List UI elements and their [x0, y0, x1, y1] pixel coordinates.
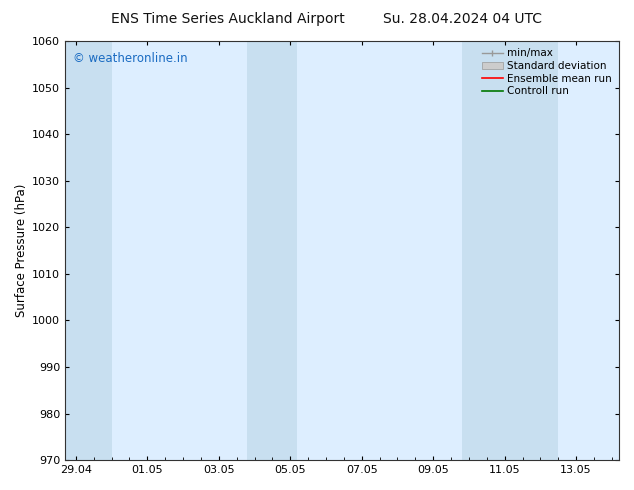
Bar: [462, 41, 559, 460]
Bar: [65, 41, 112, 460]
Text: ENS Time Series Auckland Airport: ENS Time Series Auckland Airport: [112, 12, 345, 26]
Text: © weatheronline.in: © weatheronline.in: [74, 51, 188, 65]
Y-axis label: Surface Pressure (hPa): Surface Pressure (hPa): [15, 184, 28, 318]
Legend: min/max, Standard deviation, Ensemble mean run, Controll run: min/max, Standard deviation, Ensemble me…: [480, 46, 614, 98]
Text: Su. 28.04.2024 04 UTC: Su. 28.04.2024 04 UTC: [384, 12, 542, 26]
Bar: [247, 41, 297, 460]
